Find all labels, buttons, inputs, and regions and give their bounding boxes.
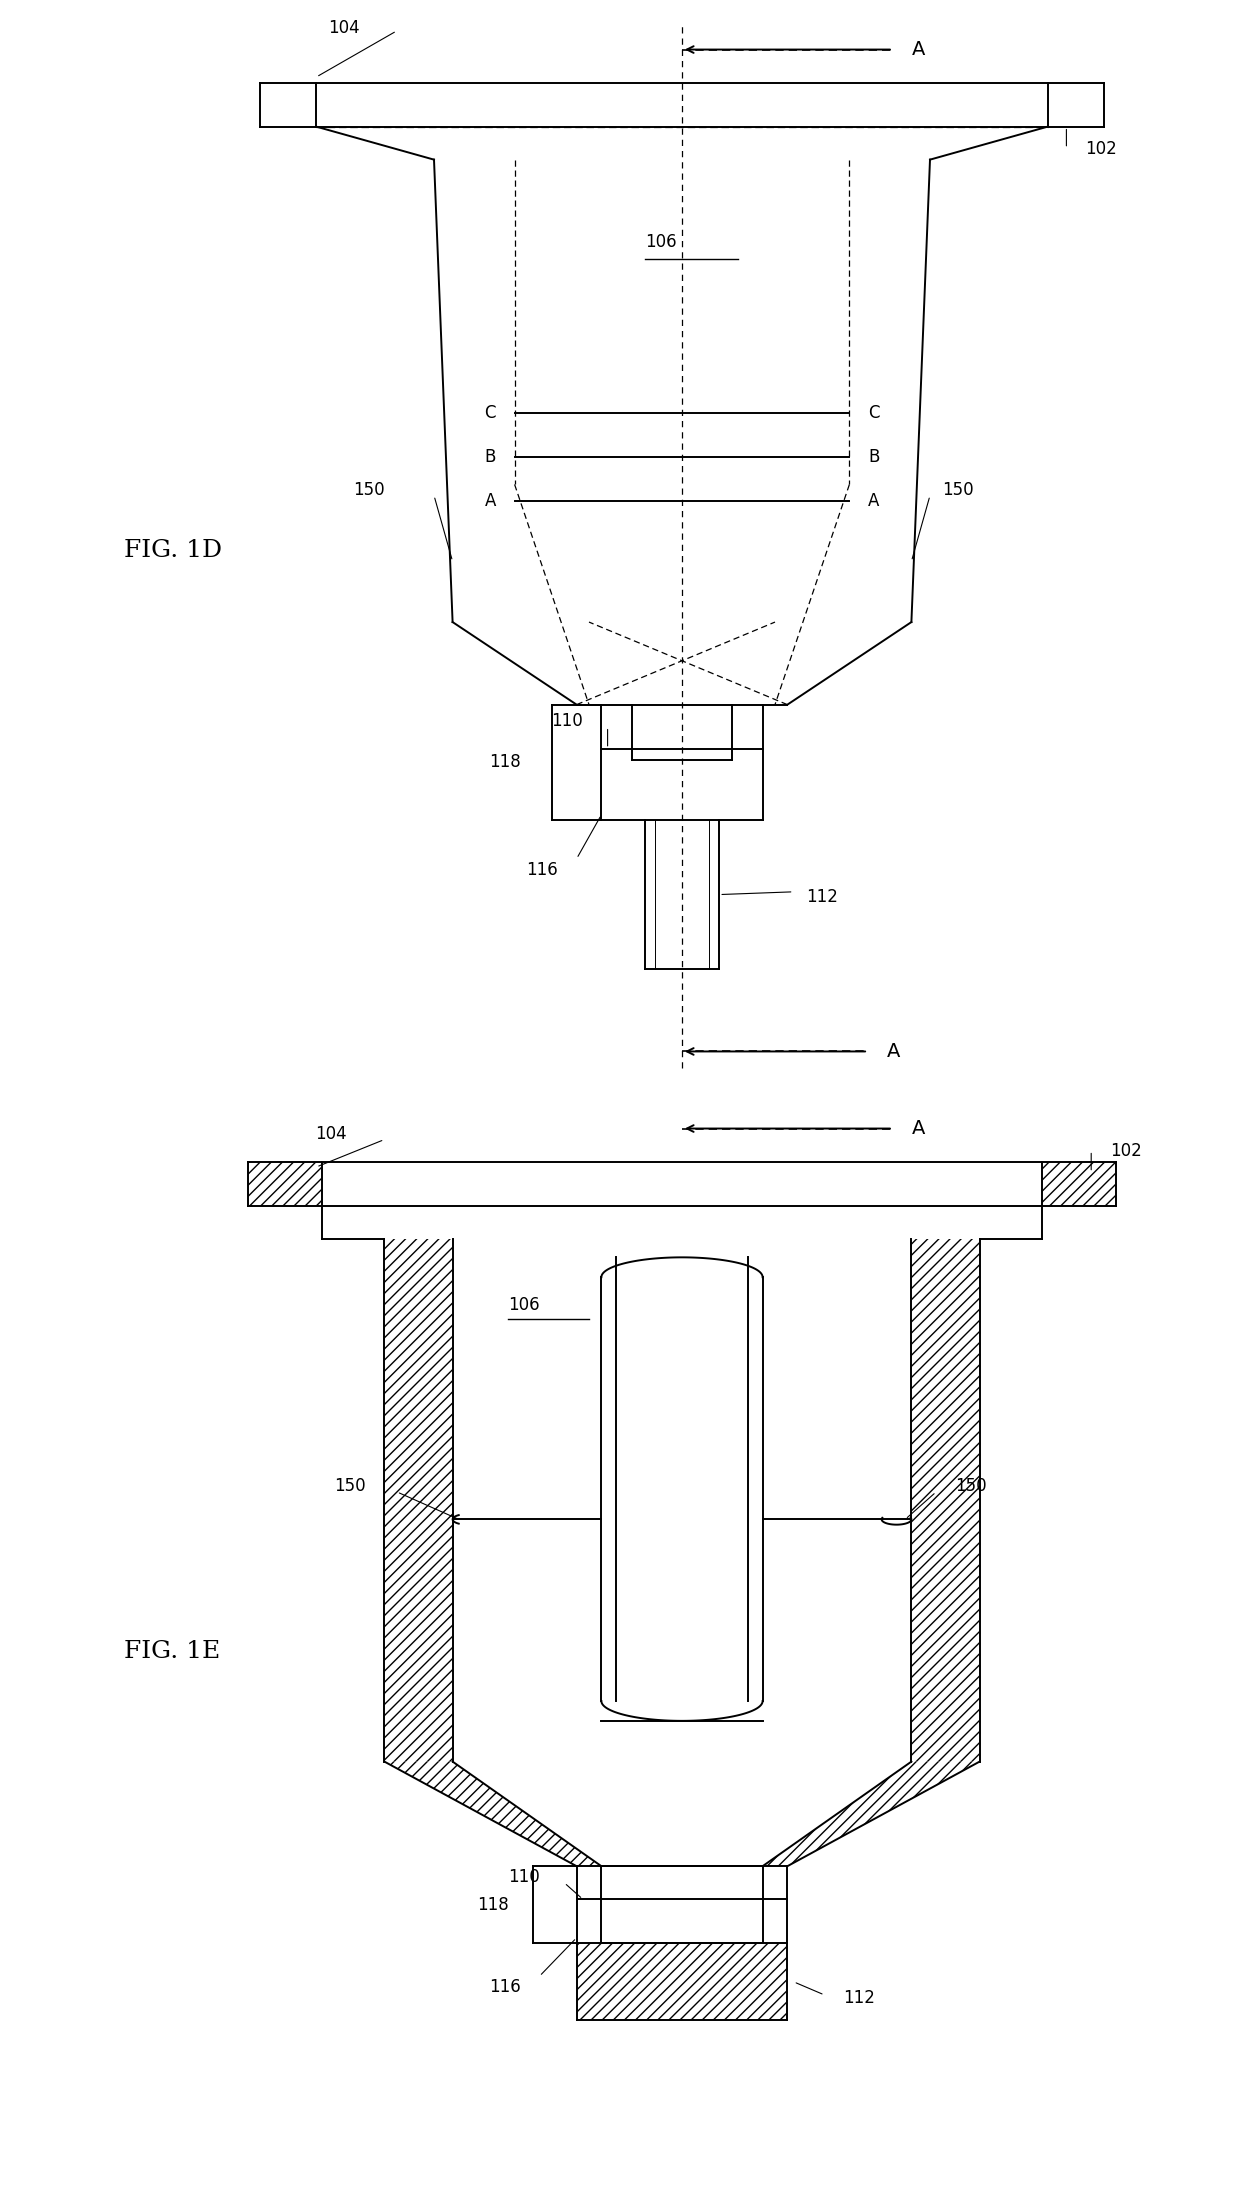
- Text: C: C: [868, 403, 879, 423]
- Text: 150: 150: [942, 480, 975, 500]
- Text: A: A: [887, 1042, 900, 1061]
- Polygon shape: [384, 1762, 601, 1867]
- Polygon shape: [763, 1762, 980, 1867]
- Text: A: A: [911, 1119, 925, 1138]
- Text: 150: 150: [334, 1478, 366, 1495]
- Text: 110: 110: [507, 1867, 539, 1887]
- Text: 118: 118: [476, 1896, 508, 1914]
- Text: C: C: [485, 403, 496, 423]
- Text: 104: 104: [327, 18, 360, 37]
- Text: FIG. 1D: FIG. 1D: [124, 539, 222, 562]
- Text: 102: 102: [1110, 1141, 1142, 1160]
- Text: A: A: [911, 40, 925, 59]
- Text: 104: 104: [315, 1125, 347, 1143]
- Bar: [577, 1942, 787, 2021]
- Text: 112: 112: [843, 1988, 875, 2008]
- Text: A: A: [868, 491, 879, 511]
- Text: B: B: [868, 447, 879, 467]
- Text: 150: 150: [352, 480, 384, 500]
- Bar: [911, 1238, 980, 1762]
- Text: 116: 116: [489, 1977, 521, 1997]
- Text: 106: 106: [645, 233, 677, 251]
- Bar: [1042, 1163, 1116, 1204]
- Text: 150: 150: [955, 1478, 987, 1495]
- Text: 116: 116: [526, 861, 558, 879]
- Text: B: B: [485, 447, 496, 467]
- Text: A: A: [485, 491, 496, 511]
- Text: 118: 118: [489, 753, 521, 771]
- Bar: [248, 1163, 322, 1204]
- Text: 106: 106: [508, 1295, 541, 1315]
- Text: 112: 112: [806, 887, 838, 907]
- Text: 110: 110: [551, 711, 583, 731]
- Text: 102: 102: [1085, 139, 1117, 159]
- Bar: [384, 1238, 453, 1762]
- Text: FIG. 1E: FIG. 1E: [124, 1640, 221, 1663]
